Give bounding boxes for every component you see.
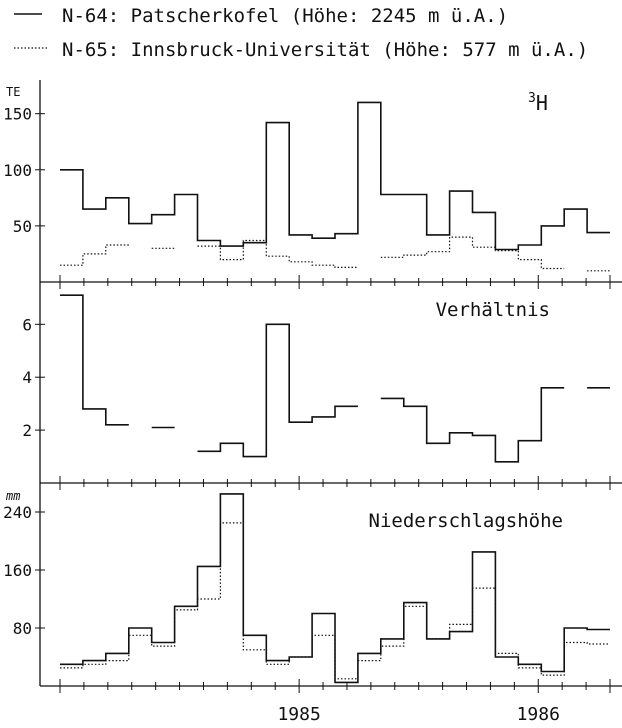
y-tick-label: 160	[3, 561, 32, 580]
x-tick-label: 1985	[277, 704, 320, 725]
legend-label-innsbruck: N-65: Innsbruck-Universität (Höhe: 577 m…	[62, 39, 588, 61]
series-line-solid	[60, 101, 610, 251]
series-line-dotted	[60, 236, 610, 272]
panel-ratio: 2 4 6 Verhältnis	[22, 294, 610, 463]
panel-title: Niederschlagshöhe	[369, 510, 563, 532]
panel-title: Verhältnis	[436, 299, 550, 321]
chart-panels: 50 100 150 3H TE 2 4 6 Verhältnis 80 160 240 Nieders…	[3, 80, 622, 725]
panel-precip: 80 160 240 Niederschlagshöhe mm 1985 1986	[3, 489, 610, 725]
panel-temp: 50 100 150 3H TE	[3, 85, 610, 272]
y-tick-label: 150	[3, 105, 32, 124]
y-tick-label: 6	[22, 315, 32, 334]
legend: N-64: Patscherkofel (Höhe: 2245 m ü.A.) …	[14, 5, 588, 61]
y-axis-label: TE	[6, 85, 20, 99]
y-tick-label: 80	[13, 619, 32, 638]
y-tick-label: 240	[3, 503, 32, 522]
y-tick-label: 50	[13, 217, 32, 236]
x-tick-label: 1986	[517, 704, 560, 725]
y-axis-label: mm	[5, 489, 20, 503]
series-line-dotted	[60, 522, 610, 680]
y-tick-label: 4	[22, 368, 32, 387]
y-tick-label: 100	[3, 161, 32, 180]
y-tick-label: 2	[22, 421, 32, 440]
panel-title: 3H	[528, 91, 548, 115]
series-line-solid	[60, 294, 610, 463]
legend-label-patscherkofel: N-64: Patscherkofel (Höhe: 2245 m ü.A.)	[62, 5, 508, 27]
